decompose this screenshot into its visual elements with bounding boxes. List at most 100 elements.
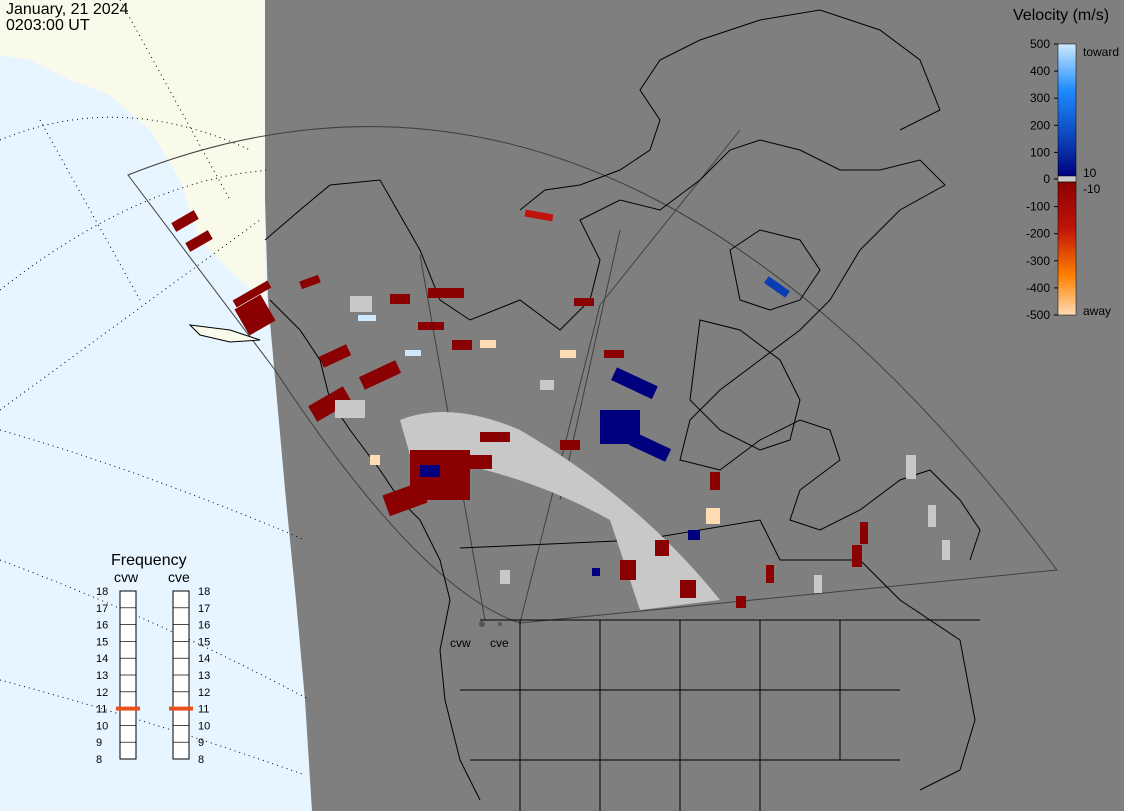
cell [611, 367, 658, 400]
station-cvw-label: cvw [450, 636, 471, 650]
frequency-panel: Frequency cvw cve 18 17 16 15 14 13 12 11 10 9 8 18… [96, 552, 210, 766]
cell [299, 274, 321, 290]
cell [710, 472, 720, 490]
velocity-tick-label: 100 [1030, 145, 1050, 159]
cell [655, 540, 669, 556]
cell [688, 530, 700, 540]
cell [628, 432, 672, 462]
frequency-tick-label: 13 [198, 670, 210, 682]
frequency-title: Frequency [111, 552, 187, 569]
radar-name-cve: cve [168, 569, 190, 585]
cell [814, 575, 822, 593]
velocity-tick-label: -200 [1026, 227, 1050, 241]
frequency-tick-label: 11 [198, 704, 209, 716]
cell [185, 230, 213, 252]
station-cve-dot [498, 622, 502, 626]
away-label: away [1083, 304, 1111, 318]
cell [540, 380, 554, 390]
date-label: January, 21 2024 [6, 1, 129, 18]
cell [428, 288, 464, 298]
velocity-tick-label: 200 [1030, 118, 1050, 132]
cell [308, 386, 352, 422]
cell [234, 294, 276, 336]
cell [358, 360, 402, 390]
cell [358, 315, 376, 321]
frequency-tick-label: 12 [198, 687, 210, 699]
cell [480, 432, 510, 442]
cell [418, 322, 444, 330]
velocity-tick-label: 0 [1043, 172, 1050, 186]
cell [736, 596, 746, 608]
cell [390, 294, 410, 304]
frequency-tick-label: 16 [198, 620, 210, 632]
velocity-scale: Velocity (m/s) 500 400 300 200 100 0 -100 -200 -… [1013, 7, 1119, 322]
frequency-tick-label: 9 [96, 737, 102, 749]
station-cvw-dot [479, 621, 485, 627]
frequency-tick-label: 12 [96, 687, 108, 699]
velocity-ground-band [1057, 175, 1077, 183]
station-cve-label: cve [490, 636, 509, 650]
frequency-tick-label: 8 [198, 754, 204, 766]
velocity-tick-label: -400 [1026, 281, 1050, 295]
velocity-tick-label: 500 [1030, 37, 1050, 51]
time-label: 0203:00 UT [6, 17, 90, 34]
cell [350, 296, 372, 312]
frequency-tick-label: 10 [96, 720, 108, 732]
cell [382, 481, 428, 517]
radar-scatter [171, 209, 950, 610]
cell [706, 508, 720, 524]
velocity-scale-title: Velocity (m/s) [1013, 7, 1109, 24]
cell [480, 340, 496, 348]
frequency-tick-label: 18 [96, 586, 108, 598]
frequency-tick-label: 15 [198, 636, 210, 648]
cell [470, 455, 492, 469]
cell [370, 455, 380, 465]
velocity-tick-label: 400 [1030, 64, 1050, 78]
cell [852, 545, 862, 567]
frequency-tick-label: 16 [96, 620, 108, 632]
small-neg-label: -10 [1083, 182, 1101, 196]
cell [764, 276, 790, 298]
cell [452, 340, 472, 350]
cell [500, 570, 510, 584]
cell [604, 350, 624, 358]
cell [906, 455, 916, 479]
cell [171, 210, 199, 232]
radar-name-cvw: cvw [114, 569, 139, 585]
frequency-tick-label: 17 [96, 603, 108, 615]
cell [524, 209, 554, 222]
cell [574, 298, 594, 306]
velocity-tick-label: -500 [1026, 308, 1050, 322]
velocity-tick-label: -300 [1026, 254, 1050, 268]
frequency-marker-cve [169, 706, 193, 711]
toward-label: toward [1083, 45, 1119, 59]
frequency-tick-label: 14 [96, 653, 108, 665]
dayside-land [0, 0, 265, 300]
cell [680, 580, 696, 598]
cell [560, 440, 580, 450]
frequency-tick-label: 15 [96, 636, 108, 648]
cell [560, 350, 576, 358]
frequency-tick-label: 17 [198, 603, 210, 615]
latlon-grid [0, 0, 311, 776]
velocity-toward-bar [1057, 43, 1077, 177]
cell [766, 565, 774, 583]
small-pos-label: 10 [1083, 166, 1097, 180]
frequency-tick-label: 18 [198, 586, 210, 598]
cell [420, 465, 440, 477]
cell [232, 280, 272, 308]
frequency-tick-label: 9 [198, 737, 204, 749]
cell [335, 400, 365, 418]
frequency-tick-label: 10 [198, 720, 210, 732]
cell [620, 560, 636, 580]
frequency-marker-cvw [116, 706, 140, 711]
cell [860, 522, 868, 544]
cell [405, 350, 421, 356]
cell [318, 344, 352, 368]
station-markers: cvw cve [450, 621, 509, 650]
cell [942, 540, 950, 560]
velocity-away-bar [1057, 181, 1077, 316]
frequency-tick-label: 14 [198, 653, 210, 665]
nightside [265, 0, 1124, 811]
